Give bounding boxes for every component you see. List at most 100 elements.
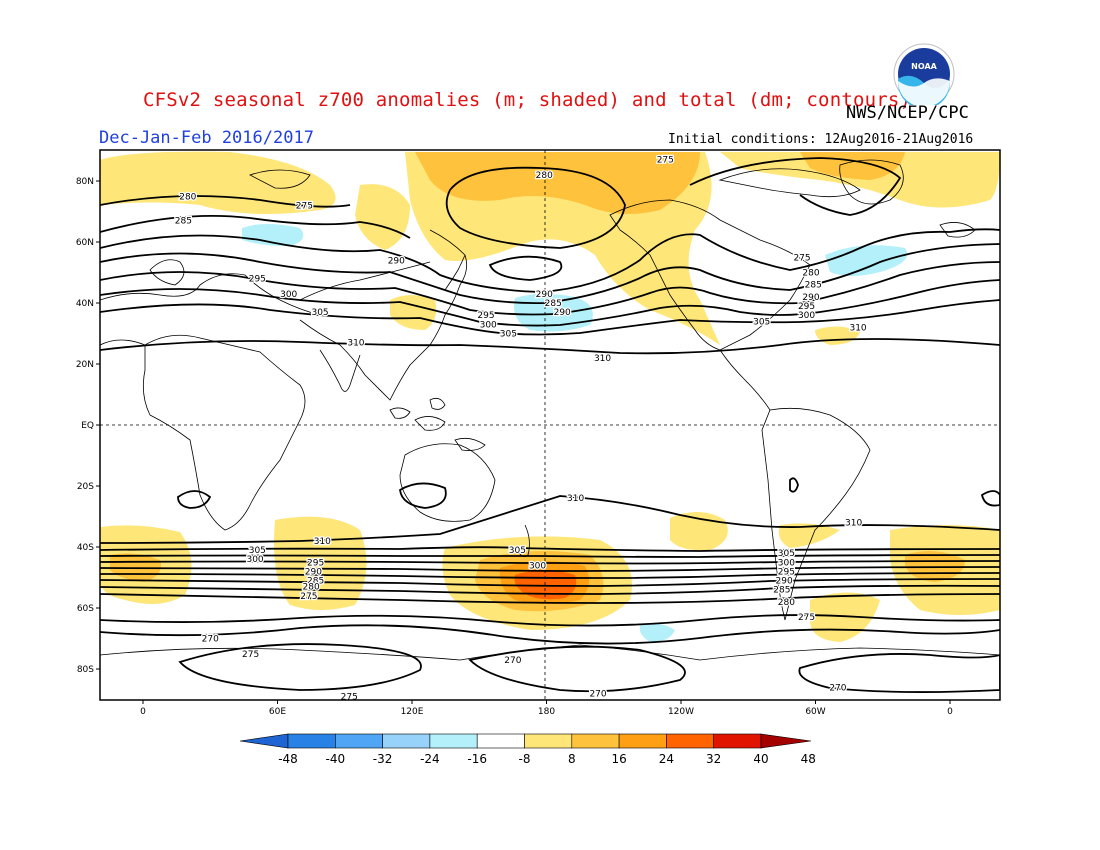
contour-label: 290 (388, 256, 405, 266)
contour-labels: 2802852752902953003053102802752902852902… (174, 154, 869, 702)
lat-label: 40S (77, 543, 94, 553)
lat-label: 40N (76, 299, 94, 309)
lat-label: 80S (77, 665, 94, 675)
height-contours (100, 157, 1000, 693)
colorbar-tick-label: -48 (278, 752, 298, 766)
noaa-logo: NOAA (893, 43, 955, 105)
contour-label: 285 (307, 577, 324, 587)
contour-label: 310 (347, 339, 364, 349)
colorbar-tick-label: 48 (801, 752, 816, 766)
contour-label: 275 (657, 156, 674, 166)
lat-label: 20S (77, 482, 94, 492)
colorbar-tick-label: -24 (420, 752, 440, 766)
contour-label: 290 (776, 577, 793, 587)
contour-label: 270 (504, 656, 521, 666)
contour-label: 280 (778, 598, 795, 608)
colorbar-segment (524, 733, 573, 749)
contour-label: 305 (753, 317, 770, 327)
colorbar-segment (666, 733, 715, 749)
contour-label: 280 (303, 583, 320, 593)
contour-label: 285 (545, 299, 562, 309)
map-area: 2802852752902953003053102802752902852902… (100, 150, 1000, 702)
colorbar-segment (287, 733, 336, 749)
colorbar-tick-label: -8 (519, 752, 531, 766)
coastlines (100, 159, 1000, 661)
lon-label: 60W (805, 707, 825, 717)
season-label: Dec-Jan-Feb 2016/2017 (99, 128, 314, 148)
contour-label: 310 (567, 494, 584, 504)
colorbar-segment (713, 733, 762, 749)
contour-label: 285 (805, 281, 822, 291)
contour-label: 275 (341, 692, 358, 702)
colorbar-tick-label: 40 (753, 752, 768, 766)
contour-label: 310 (849, 323, 866, 333)
contour-label: 295 (249, 275, 266, 285)
contour-label: 285 (773, 586, 790, 596)
contour-label: 300 (280, 290, 297, 300)
contour-label: 280 (536, 171, 553, 181)
contour-label: 305 (778, 549, 795, 559)
contour-label: 295 (477, 311, 494, 321)
initial-conditions-label: Initial conditions: 12Aug2016-21Aug2016 (668, 132, 974, 147)
colorbar-segment (571, 733, 620, 749)
chart-title: CFSv2 seasonal z700 anomalies (m; shaded… (143, 89, 912, 111)
contour-label: 310 (314, 537, 331, 547)
colorbar-tick-label: 8 (568, 752, 576, 766)
contour-label: 280 (802, 269, 819, 279)
lon-label: 60E (269, 707, 286, 717)
contour-label: 300 (778, 558, 795, 568)
lat-label: 20N (76, 360, 94, 370)
contour-label: 305 (500, 330, 517, 340)
contour-label: 280 (179, 192, 196, 202)
lon-label: 0 (140, 707, 146, 717)
contour-label: 310 (594, 354, 611, 364)
lon-label: 120W (668, 707, 694, 717)
contour-label: 305 (311, 308, 328, 318)
contour-label: 295 (307, 558, 324, 568)
contour-label: 310 (845, 519, 862, 529)
map-axes: 80N 60N 40N 20N EQ 20S 40S 60S 80S 0 60E 120E 180 120… (76, 177, 953, 717)
contour-label: 275 (300, 592, 317, 602)
contour-label: 290 (305, 567, 322, 577)
contour-label: 300 (529, 561, 546, 571)
contour-label: 305 (249, 546, 266, 556)
contour-label: 275 (798, 613, 815, 623)
contour-label: 270 (829, 683, 846, 693)
contour-label: 300 (246, 555, 263, 565)
colorbar-segment (429, 733, 478, 749)
lat-label: 80N (76, 177, 94, 187)
contour-label: 285 (175, 217, 192, 227)
contour-label: 290 (802, 293, 819, 303)
colorbar-segment (382, 733, 431, 749)
anomaly-shading (100, 151, 1000, 642)
colorbar-segment (618, 733, 667, 749)
colorbar: -48 -40 -32 -24 -16 -8 8 16 24 32 40 48 (239, 733, 816, 766)
contour-label: 305 (509, 546, 526, 556)
contour-label: 275 (296, 201, 313, 211)
colorbar-segment (334, 733, 383, 749)
contour-label: 295 (798, 302, 815, 312)
colorbar-arrow-right (760, 733, 812, 749)
contour-label: 295 (778, 567, 795, 577)
contour-label: 300 (798, 311, 815, 321)
contour-label: 290 (554, 308, 571, 318)
agency-label: NWS/NCEP/CPC (846, 103, 969, 123)
contour-label: 275 (242, 650, 259, 660)
lon-label: 0 (947, 707, 953, 717)
colorbar-tick-label: 24 (659, 752, 674, 766)
colorbar-tick-label: -32 (373, 752, 393, 766)
contour-label: 300 (480, 320, 497, 330)
logo-text: NOAA (911, 62, 937, 71)
contour-label: 275 (793, 253, 810, 263)
colorbar-tick-label: 32 (706, 752, 721, 766)
colorbar-tick-label: 16 (611, 752, 626, 766)
colorbar-segment (476, 733, 525, 749)
colorbar-arrow-left (239, 733, 289, 749)
lon-label: 180 (538, 707, 555, 717)
lat-label: 60N (76, 238, 94, 248)
colorbar-tick-label: -40 (325, 752, 345, 766)
contour-label: 270 (202, 635, 219, 645)
lat-label: 60S (77, 604, 94, 614)
contour-label: 290 (536, 290, 553, 300)
